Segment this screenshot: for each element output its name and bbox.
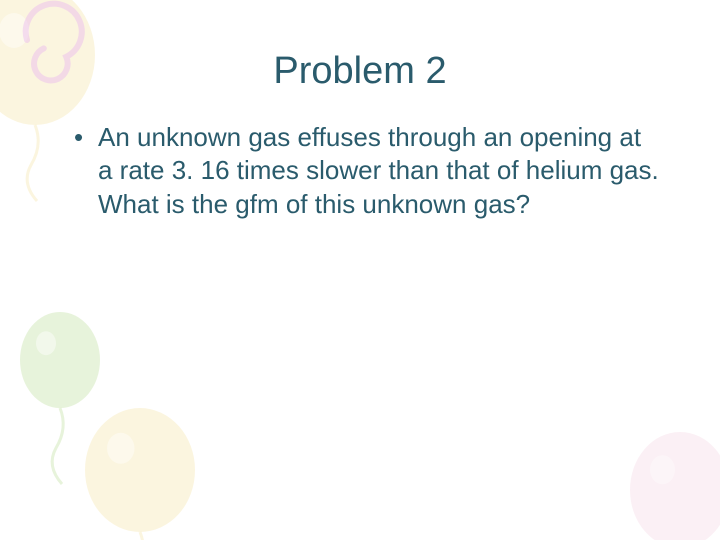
bullet-item: An unknown gas effuses through an openin… <box>70 121 660 221</box>
bullet-list: An unknown gas effuses through an openin… <box>60 121 660 221</box>
slide-title: Problem 2 <box>60 50 660 93</box>
slide-container: Problem 2 An unknown gas effuses through… <box>0 0 720 540</box>
